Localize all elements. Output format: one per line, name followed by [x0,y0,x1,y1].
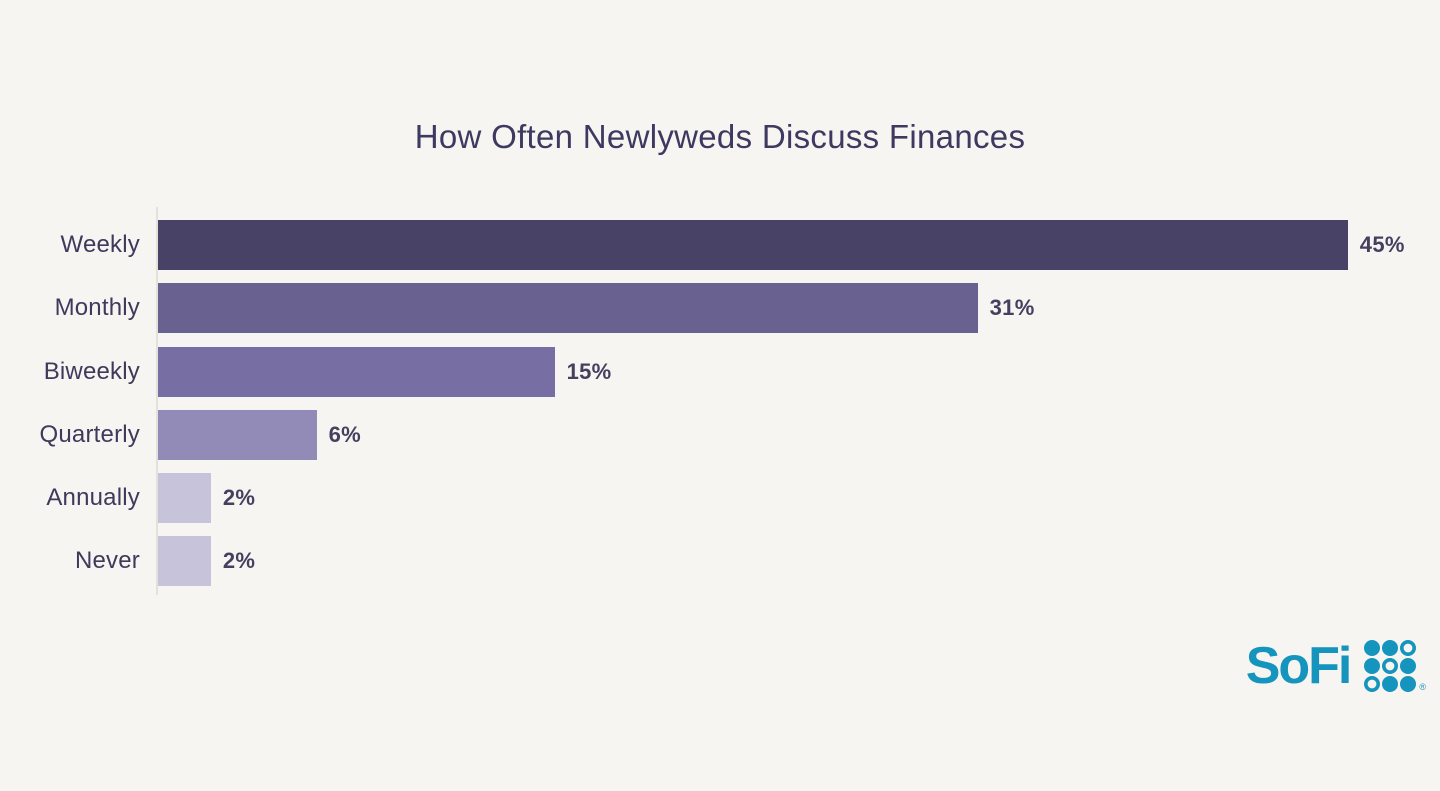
chart-row-quarterly: Quarterly 6% [0,409,1440,460]
value-label: 31% [989,295,1035,321]
category-label: Monthly [54,294,140,322]
category-label: Biweekly [43,357,140,385]
bar-chart: Weekly 45% Monthly 31% Biweekly 15% Quarterly 6… [0,220,1440,600]
bar-track: 45% [158,220,1440,270]
bar-annually [158,473,211,524]
chart-row-weekly: Weekly 45% [0,220,1440,270]
bar-track: 6% [158,409,1440,460]
chart-title: How Often Newlyweds Discuss Finances [414,118,1026,155]
chart-row-never: Never 2% [0,536,1440,587]
chart-row-annually: Annually 2% [0,473,1440,524]
value-label: 2% [222,485,256,511]
bar-track: 2% [158,536,1440,587]
bar-weekly [158,220,1348,270]
bar-quarterly [158,409,317,460]
value-label: 6% [328,421,362,447]
bar-track: 2% [158,473,1440,524]
chart-row-monthly: Monthly 31% [0,283,1440,334]
sofi-logo: SoFi ® [1246,638,1426,694]
value-label: 45% [1359,232,1405,257]
bar-biweekly [158,346,555,397]
value-label: 2% [222,548,256,574]
registered-trademark-symbol: ® [1419,682,1426,692]
sofi-logo-text: SoFi [1245,637,1353,695]
bar-never [158,536,211,587]
value-label: 15% [566,358,612,384]
chart-row-biweekly: Biweekly 15% [0,346,1440,397]
bar-track: 15% [158,346,1440,397]
category-label: Quarterly [39,420,140,448]
category-label: Annually [46,484,140,512]
category-label: Weekly [60,231,140,258]
bar-monthly [158,283,978,334]
sofi-dots-icon [1364,640,1417,692]
y-axis-line [156,207,158,595]
category-label: Never [74,547,140,575]
bar-track: 31% [158,283,1440,334]
